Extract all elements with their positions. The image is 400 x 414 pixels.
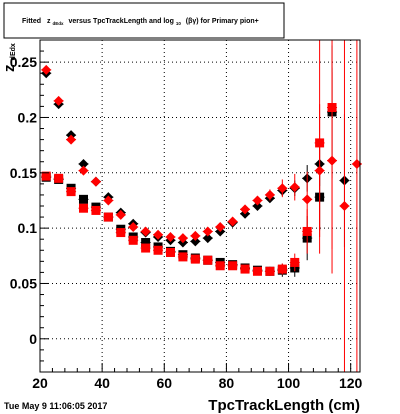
timestamp: Tue May 9 11:06:05 2017 bbox=[4, 401, 107, 411]
y-tick-label: 0.2 bbox=[18, 109, 38, 125]
data-point-diamond bbox=[190, 236, 201, 247]
y-tick-label: 0.1 bbox=[18, 220, 38, 236]
data-point-square bbox=[190, 254, 200, 264]
data-point-diamond bbox=[339, 201, 350, 211]
grid bbox=[39, 40, 360, 372]
data-point-diamond bbox=[140, 226, 151, 237]
data-point-diamond bbox=[190, 230, 201, 241]
data-point-diamond bbox=[128, 222, 139, 233]
axis-ticks bbox=[39, 39, 352, 372]
y-axis-title: z dEdx bbox=[1, 43, 18, 72]
data-point-square bbox=[91, 205, 101, 215]
data-point-square bbox=[116, 228, 126, 238]
data-point-diamond bbox=[240, 204, 251, 215]
data-point-diamond bbox=[227, 216, 238, 227]
series-3 bbox=[41, 40, 338, 276]
data-point-diamond bbox=[202, 233, 213, 244]
data-point-square bbox=[66, 187, 76, 197]
data-point-diamond bbox=[103, 195, 114, 206]
data-point-diamond bbox=[252, 195, 263, 206]
x-tick-label: 100 bbox=[277, 375, 301, 391]
data-point-diamond bbox=[165, 231, 176, 242]
data-point-square bbox=[327, 103, 337, 113]
data-point-diamond bbox=[252, 201, 263, 211]
data-point-diamond bbox=[66, 134, 77, 145]
series-2 bbox=[41, 40, 362, 372]
data-point-square bbox=[141, 238, 151, 248]
data-point-square bbox=[103, 212, 113, 222]
data-point-diamond bbox=[202, 226, 213, 237]
data-point-square bbox=[178, 252, 188, 262]
data-point-diamond bbox=[115, 209, 126, 220]
data-point-diamond bbox=[78, 165, 89, 176]
data-point-diamond bbox=[302, 194, 313, 205]
data-point-square bbox=[240, 264, 250, 274]
data-point-square bbox=[128, 235, 138, 245]
data-point-square bbox=[165, 247, 175, 257]
data-point-square bbox=[290, 257, 300, 267]
y-tick-label: 0.25 bbox=[10, 54, 37, 70]
data-point-square bbox=[228, 261, 238, 271]
data-series bbox=[41, 40, 362, 372]
data-point-square bbox=[252, 266, 262, 276]
data-point-diamond bbox=[277, 183, 288, 194]
data-point-diamond bbox=[153, 229, 164, 240]
data-point-diamond bbox=[289, 182, 300, 193]
data-point-square bbox=[315, 138, 325, 148]
data-point-square bbox=[265, 266, 275, 276]
x-tick-label: 40 bbox=[94, 375, 110, 391]
data-point-square bbox=[141, 243, 151, 253]
x-tick-label: 20 bbox=[32, 375, 48, 391]
data-point-diamond bbox=[177, 233, 188, 244]
x-tick-label: 80 bbox=[219, 375, 235, 391]
data-point-square bbox=[153, 245, 163, 255]
data-point-diamond bbox=[53, 95, 64, 106]
data-point-square bbox=[78, 194, 88, 204]
tick-labels: 20 40 60 80 100 120 0 0.05 0.1 0.15 0.2 0.25 bbox=[10, 54, 363, 391]
x-tick-label: 120 bbox=[339, 375, 363, 391]
y-tick-label: 0.05 bbox=[10, 275, 37, 291]
data-point-diamond bbox=[90, 176, 101, 187]
data-point-diamond bbox=[351, 158, 362, 169]
chart-title: Fitted z dEdx versus TpcTrackLength and … bbox=[22, 18, 259, 27]
plot-frame bbox=[39, 39, 361, 373]
data-point-square bbox=[41, 171, 51, 181]
data-point-diamond bbox=[264, 189, 275, 200]
data-point-square bbox=[277, 264, 287, 274]
data-point-diamond bbox=[78, 158, 89, 169]
data-point-diamond bbox=[215, 222, 226, 233]
y-tick-label: 0 bbox=[29, 331, 37, 347]
data-point-square bbox=[302, 226, 312, 236]
data-point-square bbox=[215, 261, 225, 271]
data-point-square bbox=[78, 203, 88, 213]
title-box: Fitted z dEdx versus TpcTrackLength and … bbox=[3, 2, 285, 39]
x-axis-title: TpcTrackLength (cm) bbox=[208, 397, 360, 414]
title-box-frame bbox=[3, 2, 285, 39]
data-point-square bbox=[54, 173, 64, 183]
y-tick-label: 0.15 bbox=[10, 165, 37, 181]
series-0 bbox=[41, 67, 350, 248]
data-point-diamond bbox=[41, 64, 52, 75]
x-tick-label: 60 bbox=[156, 375, 172, 391]
data-point-square bbox=[203, 255, 213, 265]
